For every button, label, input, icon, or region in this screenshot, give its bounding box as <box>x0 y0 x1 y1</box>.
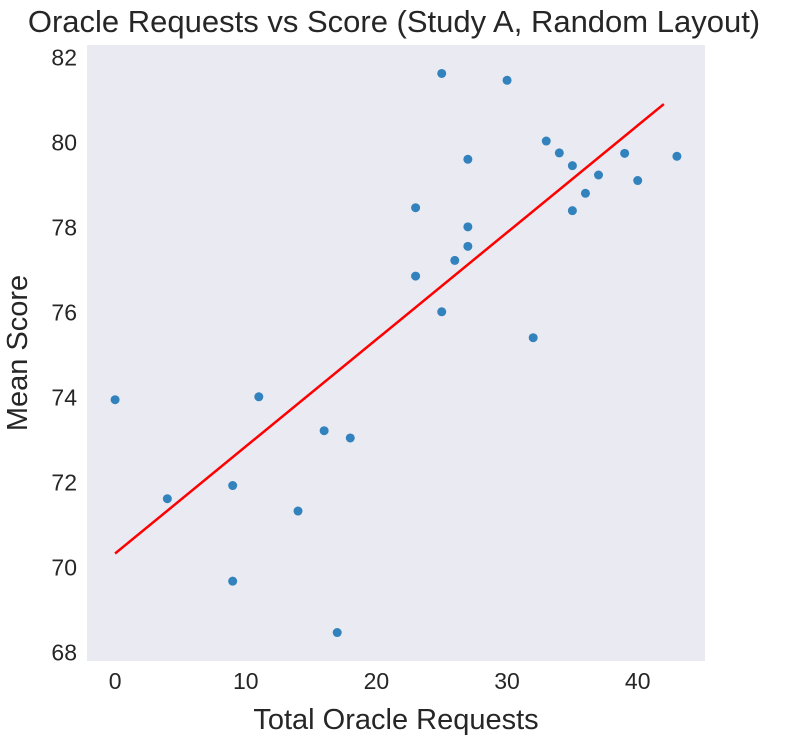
y-tick-label: 70 <box>51 555 77 581</box>
data-point <box>528 333 538 343</box>
data-point <box>463 222 473 232</box>
y-tick-label: 78 <box>51 215 77 241</box>
data-point <box>502 75 512 85</box>
data-point <box>254 392 264 402</box>
data-point <box>620 148 630 158</box>
x-tick-label: 0 <box>109 668 122 694</box>
y-tick-label: 82 <box>51 45 77 71</box>
y-tick-label: 76 <box>51 300 77 326</box>
data-point <box>554 148 564 158</box>
y-tick-label: 68 <box>51 640 77 666</box>
y-axis: 68 70 72 74 76 78 80 82 <box>51 45 77 666</box>
data-point <box>567 161 577 171</box>
data-point <box>463 154 473 164</box>
chart-title: Oracle Requests vs Score (Study A, Rando… <box>28 4 760 39</box>
data-point <box>319 426 329 436</box>
x-axis-label: Total Oracle Requests <box>253 704 538 736</box>
data-point <box>110 395 120 405</box>
x-tick-label: 30 <box>494 668 520 694</box>
data-point <box>437 68 447 78</box>
data-point <box>437 307 447 317</box>
y-tick-label: 74 <box>51 385 77 411</box>
data-point <box>228 481 238 491</box>
trend-line <box>114 103 665 555</box>
data-point <box>567 206 577 216</box>
y-tick-label: 72 <box>51 470 77 496</box>
data-point <box>633 176 643 186</box>
data-point <box>162 494 172 504</box>
y-axis-label: Mean Score <box>2 275 34 431</box>
data-point <box>672 151 682 161</box>
data-point <box>463 241 473 251</box>
data-point <box>411 203 421 213</box>
trend-line-group <box>114 103 665 555</box>
x-axis: 0 10 20 30 40 <box>109 668 651 694</box>
data-point <box>450 255 460 265</box>
data-point <box>293 506 303 516</box>
x-tick-label: 10 <box>233 668 259 694</box>
data-points <box>110 68 682 638</box>
y-tick-label: 80 <box>51 130 77 156</box>
data-point <box>345 433 355 443</box>
data-point <box>580 188 590 198</box>
data-point <box>541 136 551 146</box>
x-tick-label: 20 <box>364 668 390 694</box>
data-point <box>228 576 238 586</box>
data-point <box>411 271 421 281</box>
data-point <box>332 628 342 638</box>
data-point <box>594 170 604 180</box>
plot-area <box>87 45 705 661</box>
x-tick-label: 40 <box>625 668 651 694</box>
